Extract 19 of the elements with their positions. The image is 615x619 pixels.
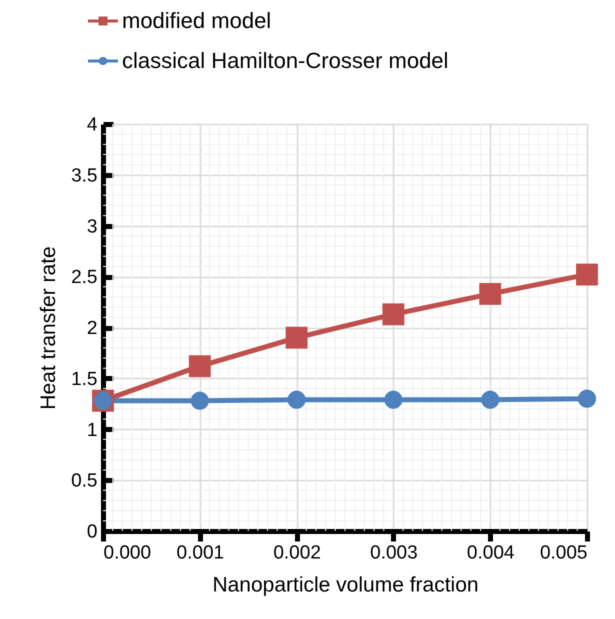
x-tick-label: 0.005 xyxy=(540,542,588,564)
x-tick-label: 0.002 xyxy=(273,542,321,564)
y-tick-label: 4 xyxy=(86,114,98,136)
y-tick-label: 3 xyxy=(86,216,98,238)
y-tick-label: 3.5 xyxy=(71,165,98,186)
legend-label: modified model xyxy=(122,8,272,33)
x-tick-label: 0.004 xyxy=(466,542,515,564)
legend-label: classical Hamilton-Crosser model xyxy=(122,48,448,73)
y-tick-label: 0 xyxy=(86,522,98,542)
y-tick-label: 2.5 xyxy=(71,267,98,288)
x-tick-label: 0.001 xyxy=(176,542,224,564)
x-tick-label: 0.000 xyxy=(104,542,152,564)
y-tick-label: 0.5 xyxy=(71,470,98,492)
y-tick-label: 1.5 xyxy=(71,368,98,390)
x-tick-label: 0.003 xyxy=(370,542,418,564)
x-axis-title: Nanoparticle volume fraction xyxy=(212,574,479,596)
y-tick-label: 1 xyxy=(86,420,98,441)
y-axis-title: Heat transfer rate xyxy=(37,246,60,410)
y-tick-label: 2 xyxy=(86,318,98,339)
